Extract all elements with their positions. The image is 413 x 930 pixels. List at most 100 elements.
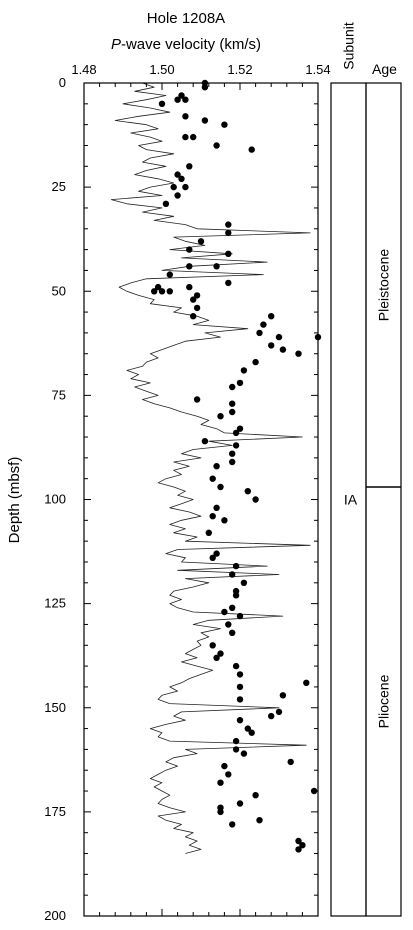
discrete-velocity-point: [158, 100, 166, 108]
discrete-velocity-point: [213, 504, 220, 511]
discrete-velocity-point: [279, 692, 287, 699]
discrete-velocity-point: [186, 263, 193, 270]
discrete-velocity-point: [244, 488, 251, 495]
discrete-velocity-point: [232, 737, 240, 745]
discrete-velocity-point: [182, 133, 189, 141]
y-tick-label: 175: [44, 804, 66, 819]
y-tick-label: 125: [44, 596, 66, 611]
discrete-velocity-point: [217, 650, 224, 657]
discrete-velocity-point: [232, 429, 240, 437]
subunit-label: IA: [344, 492, 358, 508]
discrete-velocity-point: [248, 729, 255, 736]
discrete-velocity-point: [209, 475, 216, 482]
discrete-velocity-point: [190, 133, 197, 141]
discrete-velocity-point: [268, 712, 275, 720]
discrete-velocity-point: [166, 271, 173, 278]
discrete-velocity-point: [174, 192, 181, 199]
discrete-velocity-point: [252, 792, 259, 799]
discrete-velocity-point: [236, 696, 244, 703]
velocity-log-line: [110, 82, 311, 854]
discrete-velocity-point: [205, 529, 212, 536]
age-upper-label: Pleistocene: [376, 249, 392, 322]
discrete-velocity-point: [201, 84, 209, 91]
discrete-velocity-point: [275, 708, 283, 716]
discrete-velocity-point: [174, 96, 181, 103]
discrete-velocity-point: [232, 662, 240, 670]
discrete-velocity-point: [158, 288, 166, 295]
discrete-velocity-point: [154, 283, 162, 291]
discrete-velocity-point: [295, 846, 302, 853]
x-axis-label: P-wave velocity (km/s): [111, 36, 261, 53]
discrete-velocity-point: [236, 612, 244, 620]
discrete-velocity-point: [295, 837, 302, 845]
discrete-velocity-point: [225, 221, 232, 228]
discrete-velocity-point: [268, 313, 275, 320]
plot-frame: [83, 82, 319, 917]
x-tick-label: 1.54: [305, 62, 330, 77]
x-tick-label: 1.48: [71, 62, 96, 77]
discrete-velocity-point: [229, 383, 236, 391]
discrete-velocity-point: [193, 292, 201, 299]
discrete-velocity-point: [232, 746, 240, 753]
discrete-velocity-point: [182, 183, 189, 191]
discrete-velocity-point: [229, 450, 236, 457]
y-tick-label: 150: [44, 700, 66, 715]
discrete-velocity-point: [193, 304, 201, 312]
discrete-velocity-point: [244, 725, 251, 732]
discrete-velocity-point: [229, 629, 236, 636]
discrete-velocity-point: [209, 554, 216, 561]
discrete-velocity-point: [279, 346, 287, 353]
discrete-velocity-point: [151, 288, 158, 295]
discrete-velocity-point: [213, 463, 220, 470]
discrete-velocity-point: [236, 379, 244, 387]
discrete-velocity-point: [197, 238, 205, 245]
x-tick-label: 1.50: [149, 62, 174, 77]
discrete-velocity-point: [275, 333, 283, 341]
age-lower-label: Pliocene: [376, 674, 392, 728]
discrete-velocity-point: [295, 350, 302, 357]
discrete-velocity-point: [225, 229, 232, 237]
discrete-velocity-point: [268, 342, 275, 349]
discrete-velocity-point: [260, 321, 267, 328]
discrete-velocity-point: [256, 329, 263, 337]
discrete-velocity-point: [186, 163, 193, 170]
y-tick-label: 50: [52, 283, 66, 298]
discrete-velocity-point: [217, 483, 224, 491]
discrete-velocity-point: [190, 296, 197, 303]
discrete-velocity-point: [209, 642, 216, 649]
discrete-velocity-point: [190, 313, 197, 320]
discrete-velocity-point: [221, 608, 228, 616]
y-tick-label: 25: [52, 179, 66, 194]
discrete-velocity-point: [166, 288, 173, 295]
discrete-velocity-point: [221, 121, 228, 128]
discrete-velocity-point: [178, 92, 185, 99]
discrete-velocity-point: [240, 579, 248, 586]
discrete-velocity-point: [182, 96, 189, 103]
discrete-velocity-point: [217, 779, 224, 786]
discrete-velocity-point: [225, 771, 232, 778]
x-axis-label-rest: -wave velocity (km/s): [121, 36, 261, 53]
discrete-velocity-point: [225, 250, 232, 257]
discrete-velocity-point: [229, 400, 236, 407]
discrete-velocity-point: [236, 717, 244, 724]
y-axis-label: Depth (mbsf): [6, 457, 23, 544]
discrete-velocity-point: [303, 679, 310, 686]
subunit-header: Subunit: [341, 22, 357, 70]
discrete-velocity-point: [201, 438, 209, 445]
discrete-velocity-point: [170, 183, 177, 191]
discrete-velocity-point: [236, 800, 244, 807]
y-tick-label: 100: [44, 492, 66, 507]
age-header: Age: [372, 61, 397, 77]
x-tick-label: 1.52: [227, 62, 252, 77]
chart-title: Hole 1208A: [147, 10, 225, 27]
y-tick-label: 75: [52, 387, 66, 402]
discrete-velocity-point: [213, 550, 220, 557]
discrete-velocity-point: [201, 117, 209, 124]
discrete-velocity-point: [221, 762, 228, 770]
discrete-velocity-point: [232, 442, 240, 449]
discrete-velocity-point: [221, 517, 228, 524]
discrete-velocity-point: [225, 279, 232, 287]
discrete-velocity-point: [240, 367, 248, 374]
discrete-velocity-point: [236, 425, 244, 432]
